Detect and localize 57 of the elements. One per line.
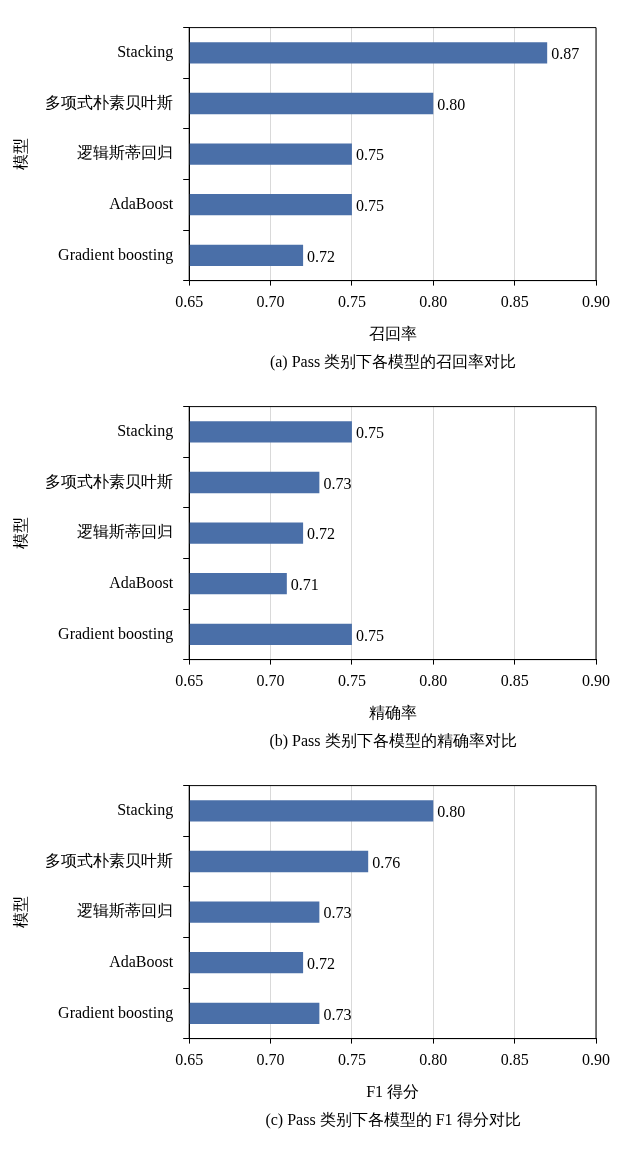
y-tick-label: AdaBoost [109,194,174,212]
y-tick-label: Stacking [117,422,174,441]
data-label: 0.75 [355,146,384,164]
x-tick-label: 0.75 [337,672,366,690]
y-tick-label: Stacking [117,43,174,62]
x-tick-label: 0.80 [419,1051,448,1069]
data-label: 0.75 [355,196,384,214]
x-tick-label: 0.70 [256,1051,285,1069]
y-tick-label: AdaBoost [109,573,174,591]
y-tick-label: Gradient boosting [58,624,174,643]
x-tick-label: 0.65 [175,293,204,311]
data-label: 0.75 [355,424,384,442]
x-tick-label: 0.90 [582,1051,610,1069]
data-label: 0.87 [551,45,580,63]
x-axis-title: F1 得分 [366,1082,420,1100]
y-axis-title: 模型 [11,138,29,171]
data-label: 0.72 [307,525,336,543]
x-tick-label: 0.80 [419,672,448,690]
y-axis-title: 模型 [11,896,29,929]
data-label: 0.75 [355,626,384,644]
x-tick-label: 0.90 [582,293,610,311]
x-axis-title: 精确率 [368,703,417,721]
x-tick-label: 0.85 [500,672,529,690]
y-tick-label: 多项式朴素贝叶斯 [45,93,174,111]
data-label: 0.71 [290,575,319,593]
x-axis-title: 召回率 [368,324,417,342]
y-tick-label: AdaBoost [109,952,174,970]
data-label: 0.73 [323,1005,352,1023]
x-tick-label: 0.90 [582,672,610,690]
data-label: 0.72 [307,954,336,972]
text: (b) Pass 类别下各模型的精确率对比 [268,731,518,752]
x-tick-label: 0.75 [337,1051,366,1069]
x-tick-label: 0.75 [337,293,366,311]
data-label: 0.80 [437,803,466,821]
y-tick-label: 多项式朴素贝叶斯 [45,472,174,490]
y-tick-label: 逻辑斯蒂回归 [77,523,174,541]
data-label: 0.72 [307,247,336,265]
y-tick-label: Stacking [117,801,174,820]
text: (a) Pass 类别下各模型的召回率对比 [268,352,518,373]
x-tick-label: 0.65 [175,1051,204,1069]
x-tick-label: 0.65 [175,672,204,690]
y-tick-label: 多项式朴素贝叶斯 [45,851,174,869]
data-label: 0.73 [323,474,352,492]
y-tick-label: 逻辑斯蒂回归 [77,902,174,920]
y-axis-title: 模型 [11,517,29,550]
x-tick-label: 0.80 [419,293,448,311]
x-tick-label: 0.85 [500,1051,529,1069]
x-tick-label: 0.70 [256,293,285,311]
x-tick-label: 0.70 [256,672,285,690]
text: (c) Pass 类别下各模型的 F1 得分对比 [264,1110,522,1131]
x-tick-label: 0.85 [500,293,529,311]
y-tick-label: Gradient boosting [58,1003,174,1022]
y-tick-label: Gradient boosting [58,245,174,264]
y-tick-label: 逻辑斯蒂回归 [77,144,174,162]
data-label: 0.80 [437,95,466,113]
data-label: 0.73 [323,904,352,922]
data-label: 0.76 [372,853,401,871]
